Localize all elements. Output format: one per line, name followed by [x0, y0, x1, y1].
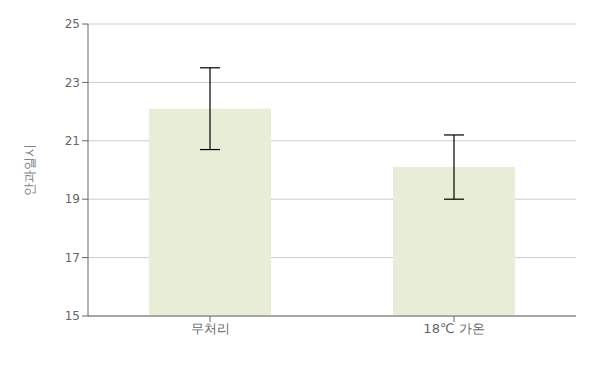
svg-text:15: 15: [65, 309, 80, 323]
svg-text:23: 23: [65, 76, 80, 90]
svg-text:무처리: 무처리: [191, 321, 230, 336]
svg-text:18℃ 가온: 18℃ 가온: [423, 321, 484, 336]
svg-text:17: 17: [65, 251, 80, 265]
svg-text:안과일시: 안과일시: [22, 144, 37, 196]
svg-text:19: 19: [65, 192, 80, 206]
svg-text:21: 21: [65, 134, 80, 148]
svg-text:25: 25: [65, 17, 80, 31]
